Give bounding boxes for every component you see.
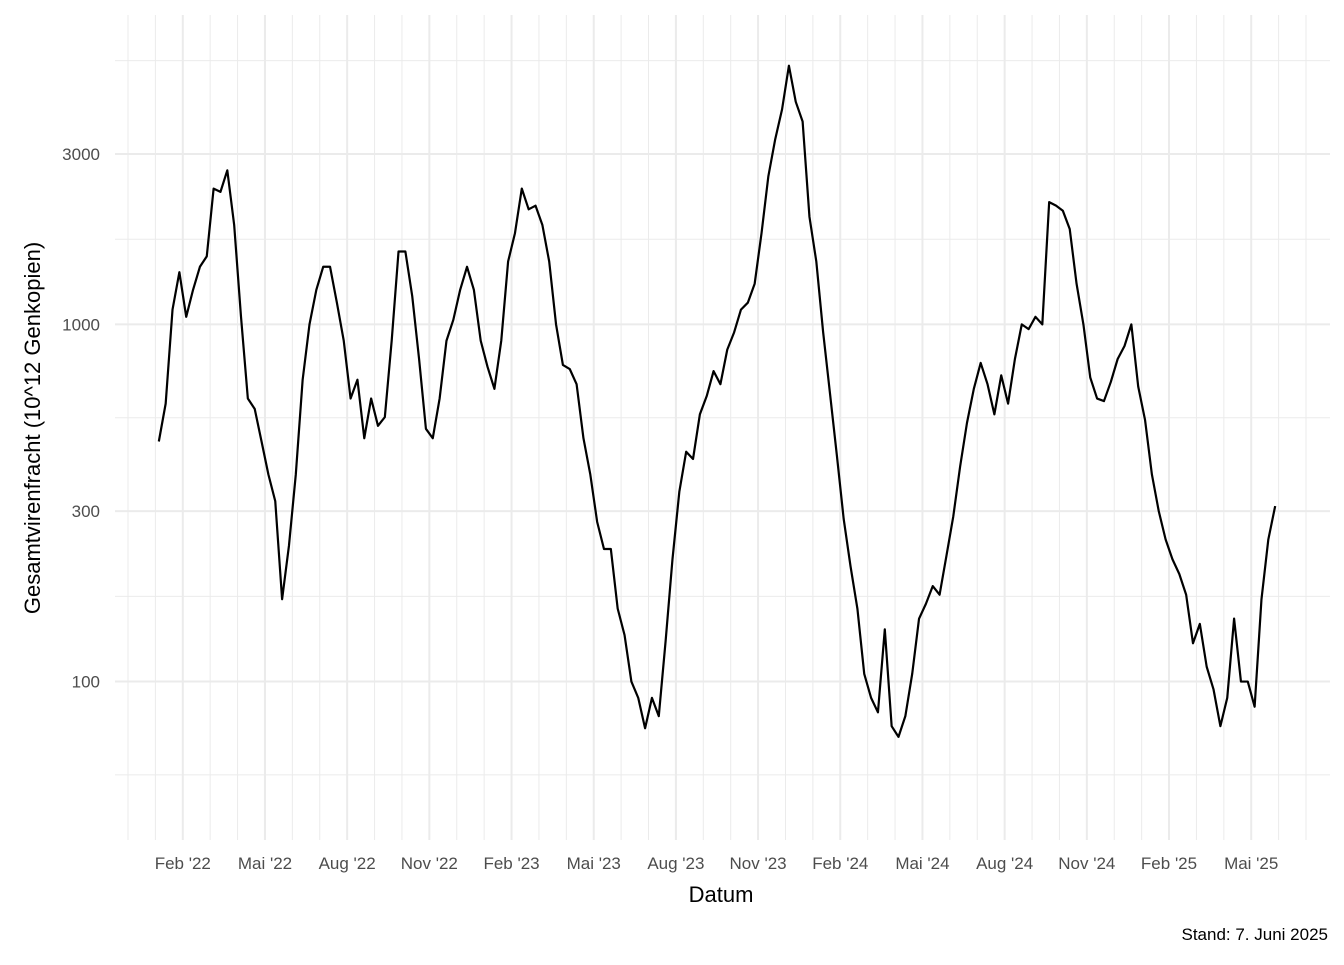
x-tick-label: Nov '22 bbox=[401, 854, 458, 873]
y-tick-label: 300 bbox=[72, 502, 100, 521]
x-tick-label: Mai '24 bbox=[895, 854, 949, 873]
x-tick-label: Feb '25 bbox=[1141, 854, 1197, 873]
ticks: 100 300 1000 3000 Feb '22 Mai '22 Aug '22 Nov '… bbox=[62, 145, 1278, 873]
caption: Stand: 7. Juni 2025 bbox=[1181, 925, 1328, 944]
data-line bbox=[157, 64, 1277, 738]
x-tick-label: Mai '25 bbox=[1224, 854, 1278, 873]
x-axis-title: Datum bbox=[689, 882, 754, 907]
grid bbox=[115, 15, 1330, 840]
x-tick-label: Aug '24 bbox=[976, 854, 1033, 873]
y-tick-label: 1000 bbox=[62, 315, 100, 334]
y-tick-label: 3000 bbox=[62, 145, 100, 164]
x-tick-label: Feb '24 bbox=[812, 854, 868, 873]
x-tick-label: Mai '23 bbox=[567, 854, 621, 873]
x-tick-label: Aug '23 bbox=[647, 854, 704, 873]
x-tick-label: Nov '24 bbox=[1058, 854, 1115, 873]
x-tick-label: Nov '23 bbox=[730, 854, 787, 873]
x-tick-label: Mai '22 bbox=[238, 854, 292, 873]
x-tick-label: Feb '22 bbox=[155, 854, 211, 873]
y-axis-title: Gesamtvirenfracht (10^12 Genkopien) bbox=[20, 242, 45, 614]
x-tick-label: Aug '22 bbox=[319, 854, 376, 873]
x-tick-label: Feb '23 bbox=[483, 854, 539, 873]
y-tick-label: 100 bbox=[72, 673, 100, 692]
